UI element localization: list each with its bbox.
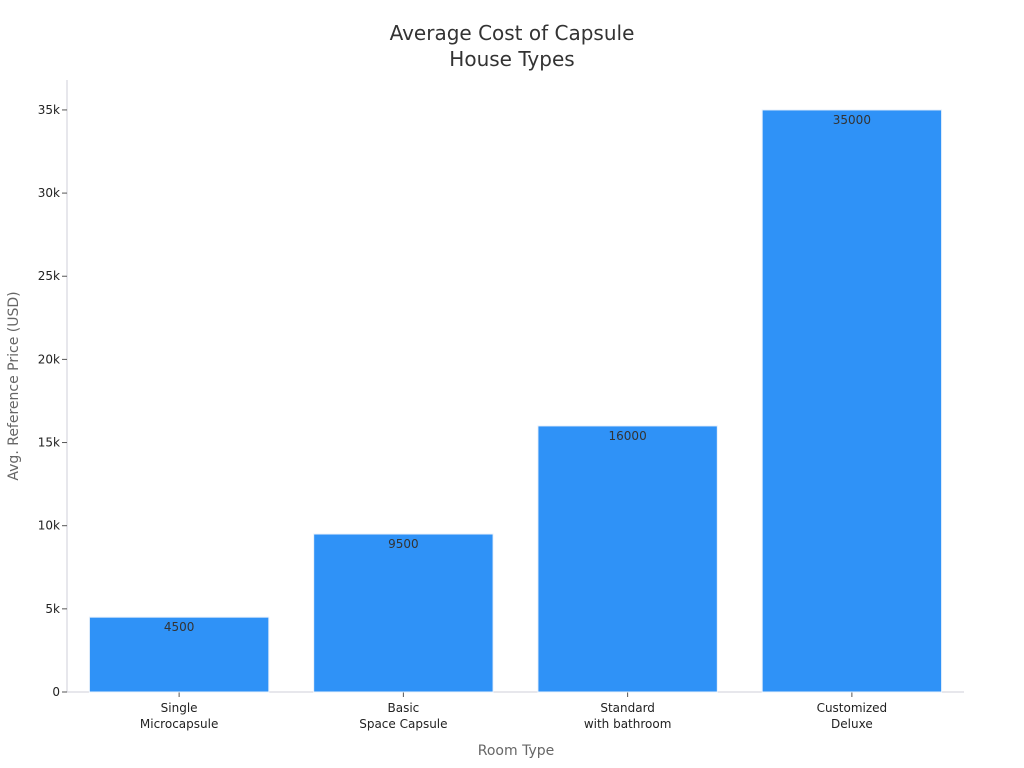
bar-value-label: 16000: [609, 429, 647, 443]
x-tick-label: Customized: [817, 701, 888, 715]
bar-value-label: 4500: [164, 620, 195, 634]
x-tick-label: Space Capsule: [359, 717, 447, 731]
y-tick-label: 15k: [38, 436, 60, 450]
y-tick-label: 0: [52, 685, 60, 699]
y-tick-label: 35k: [38, 103, 60, 117]
chart-title-line-2: House Types: [449, 47, 574, 71]
x-tick-label: with bathroom: [584, 717, 672, 731]
y-tick-label: 30k: [38, 186, 60, 200]
y-axis-title: Avg. Reference Price (USD): [6, 291, 22, 480]
x-tick-label: Single: [161, 701, 198, 715]
x-tick-label: Basic: [387, 701, 419, 715]
bar-3: [761, 109, 943, 693]
bars: [88, 109, 943, 693]
y-tick-label: 5k: [45, 602, 60, 616]
chart-title-line-1: Average Cost of Capsule: [390, 21, 635, 45]
x-axis-title: Room Type: [478, 743, 554, 759]
labels: 4500 Single Microcapsule 9500 Basic Space Cap…: [140, 113, 887, 731]
bar-2: [537, 425, 718, 693]
y-tick-label: 10k: [38, 519, 60, 533]
bar-1: [313, 533, 494, 693]
bar-value-label: 35000: [833, 113, 871, 127]
x-tick-label: Standard: [600, 701, 655, 715]
y-tick-label: 25k: [38, 269, 60, 283]
bar-0: [88, 616, 270, 693]
x-tick-label: Deluxe: [831, 717, 873, 731]
bar-value-label: 9500: [388, 537, 419, 551]
x-tick-label: Microcapsule: [140, 717, 218, 731]
chart-title: Average Cost of Capsule House Types: [390, 21, 635, 71]
y-tick-label: 20k: [38, 352, 60, 366]
